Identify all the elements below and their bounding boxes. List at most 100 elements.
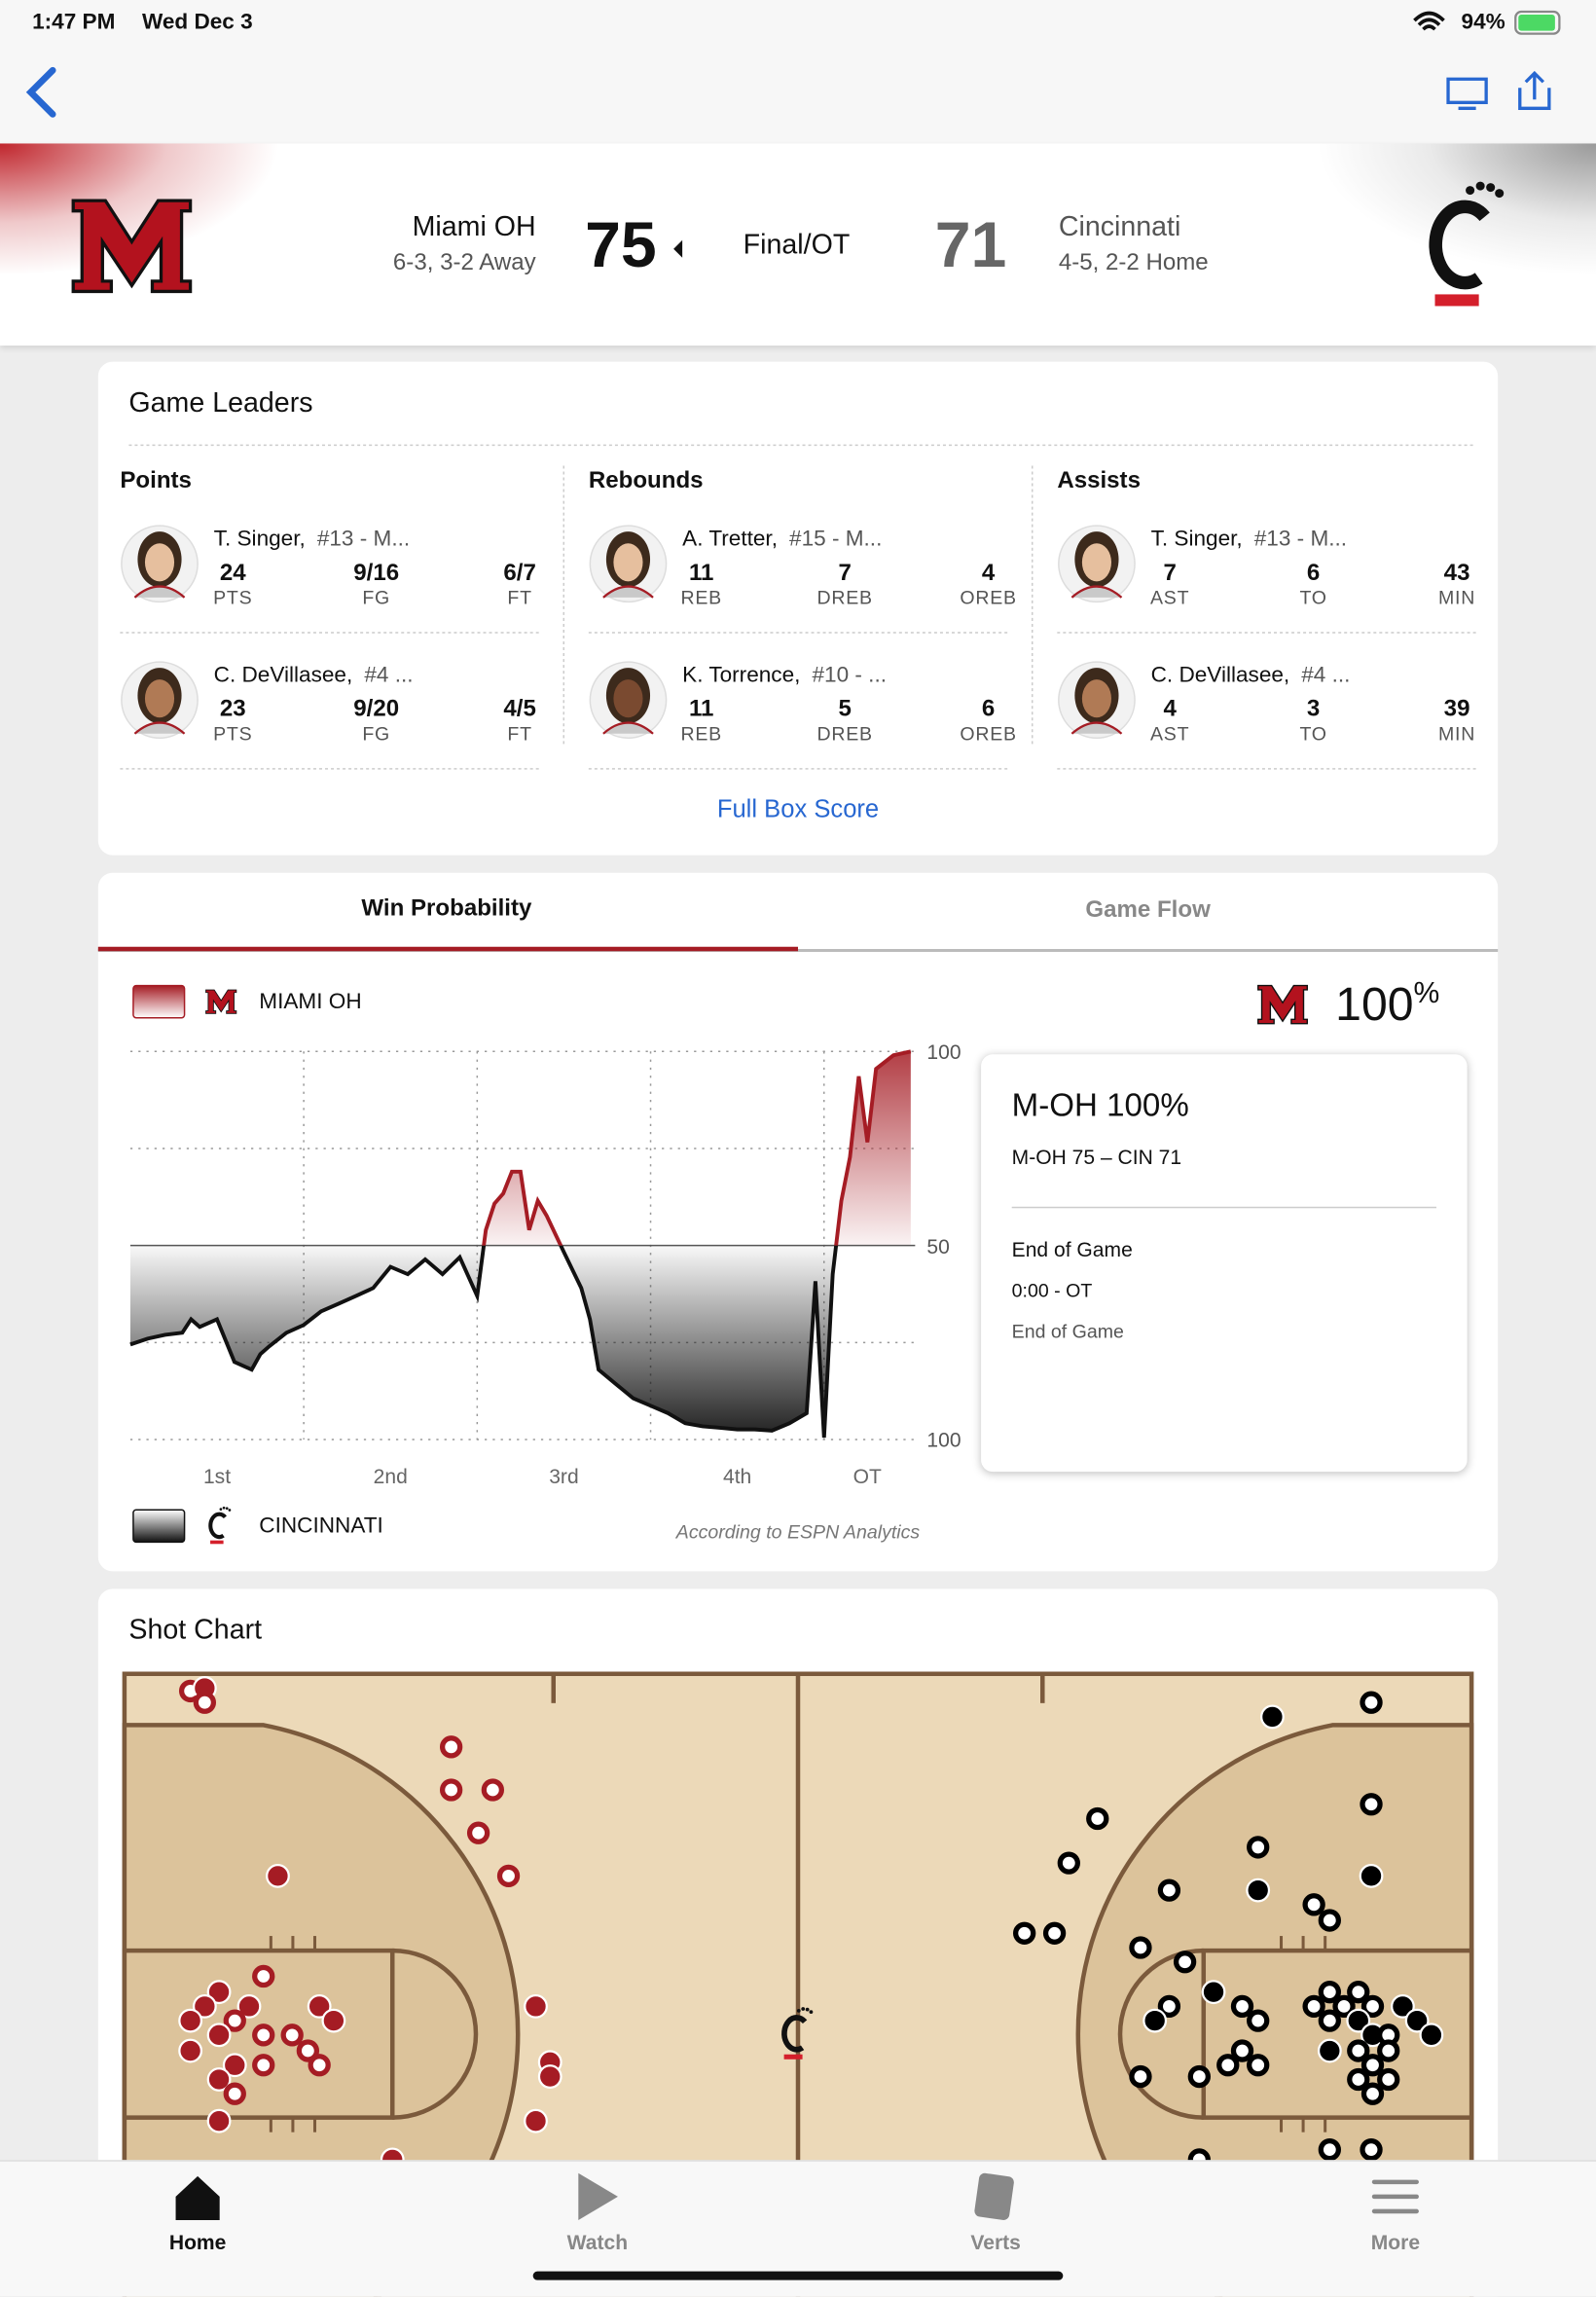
- shot-missed: [1360, 1691, 1383, 1714]
- shot-missed: [1377, 2039, 1400, 2062]
- stat-label: FT: [507, 586, 532, 609]
- shot-missed: [308, 2054, 331, 2077]
- stat-label: PTS: [213, 722, 253, 746]
- stat-label: AST: [1150, 722, 1190, 746]
- player-number: #10 - ...: [812, 662, 887, 688]
- player-name-row: A. Tretter, #15 - M...: [682, 527, 882, 552]
- shot-missed: [1360, 2054, 1385, 2077]
- leader-value: 100: [1335, 977, 1414, 1031]
- free-throw-arc: [392, 1948, 479, 2120]
- stat-value: 3: [1306, 697, 1321, 722]
- stat-label: OREB: [960, 722, 1017, 746]
- stat-value: 6/7: [503, 561, 536, 586]
- cincinnati-logo: [1429, 200, 1490, 290]
- winner-indicator: [673, 239, 683, 258]
- stat-value: 11: [688, 697, 714, 722]
- headshot-jersey: [133, 585, 186, 599]
- win-area-home: [129, 1245, 911, 1439]
- stat-label: MIN: [1438, 586, 1476, 609]
- leader-probability: 100%: [1335, 977, 1439, 1032]
- headshot-jersey: [1070, 721, 1123, 735]
- stat-value: 4/5: [503, 697, 536, 722]
- cincinnati-logo-bar: [783, 2054, 803, 2060]
- shot-missed: [1318, 2009, 1341, 2032]
- shot-made: [1317, 2038, 1342, 2063]
- tab[interactable]: Game Flow: [1085, 897, 1211, 923]
- player-number: #4 ...: [1301, 662, 1351, 688]
- tab-bar-item[interactable]: Verts: [970, 2230, 1021, 2254]
- section-title: Shot Chart: [128, 1615, 263, 1647]
- cincinnati-logo-bar: [210, 1540, 224, 1545]
- stat-value: 6: [1306, 561, 1321, 586]
- back-hit[interactable]: [15, 58, 73, 126]
- shot-missed: [1302, 1893, 1325, 1916]
- shot-missed: [280, 2024, 304, 2047]
- shot-missed: [1247, 2054, 1270, 2077]
- info-card: [981, 1054, 1468, 1473]
- shot-missed: [1129, 2064, 1152, 2089]
- y-tick-label: 100: [926, 1427, 961, 1452]
- y-tick-label: 100: [926, 1039, 961, 1064]
- win-line-home: [129, 1245, 839, 1439]
- away-name: Miami OH: [412, 212, 536, 243]
- miami-logo: [71, 199, 193, 294]
- headshot-face: [1081, 543, 1111, 582]
- player-name: K. Torrence,: [682, 662, 801, 688]
- y-tick-label: 50: [926, 1233, 950, 1258]
- wifi-icon: [1413, 11, 1445, 31]
- stat-value: 4: [1163, 697, 1177, 722]
- stat-value: 5: [838, 697, 852, 722]
- shot-missed: [1129, 1936, 1152, 1959]
- top-bar: [0, 0, 1596, 144]
- tab[interactable]: Win Probability: [361, 895, 532, 922]
- stat-label: DREB: [816, 722, 873, 746]
- miami-logo: [1257, 984, 1308, 1025]
- home-name: Cincinnati: [1058, 212, 1181, 243]
- stat-value: 7: [838, 561, 852, 586]
- shot-missed: [296, 2039, 320, 2062]
- column-title: Rebounds: [588, 468, 704, 494]
- box-score-link[interactable]: Full Box Score: [716, 794, 880, 823]
- cincinnati-logo-bar: [1434, 294, 1479, 307]
- column-title: Assists: [1057, 468, 1141, 494]
- battery-level: 94%: [1461, 9, 1505, 35]
- shot-missed: [1216, 2054, 1240, 2077]
- player-name: C. DeVillasee,: [1150, 662, 1290, 688]
- stat-value: 7: [1163, 561, 1177, 586]
- stat-value: 11: [688, 561, 714, 586]
- stat-label: FT: [507, 722, 532, 746]
- headshot-face: [613, 543, 643, 582]
- shot-made: [192, 1993, 217, 2019]
- shot-missed: [1360, 2137, 1383, 2162]
- stat-value: 43: [1443, 561, 1470, 586]
- x-tick-label: 4th: [722, 1464, 752, 1488]
- cincinnati-logo: [208, 1512, 227, 1540]
- shot-missed: [1173, 1951, 1197, 1974]
- shot-missed: [1347, 2039, 1370, 2062]
- shot-missed: [496, 1864, 521, 1888]
- x-tick-label: OT: [852, 1464, 882, 1488]
- shot-missed: [252, 2024, 275, 2047]
- home-score: 71: [934, 209, 1007, 281]
- section-title: Game Leaders: [128, 387, 313, 419]
- stat-label: PTS: [213, 586, 253, 609]
- shot-missed: [1157, 1994, 1181, 2019]
- tab-bar-item[interactable]: Home: [168, 2230, 227, 2254]
- stat-value: 23: [219, 697, 246, 722]
- player-name: A. Tretter,: [682, 526, 778, 552]
- cincinnati-logo-paw: [801, 2007, 806, 2011]
- player-number: #4 ...: [364, 662, 414, 688]
- shot-missed: [1187, 2064, 1211, 2089]
- shot-missed: [1042, 1921, 1067, 1945]
- shot-made: [1391, 1993, 1415, 2019]
- tab-bar-item[interactable]: Watch: [566, 2230, 629, 2254]
- shot-missed: [1360, 1994, 1385, 2019]
- status-date: Wed Dec 3: [141, 9, 253, 35]
- cincinnati-logo-paw: [1466, 186, 1475, 196]
- player-number: #13 - M...: [316, 526, 411, 552]
- info-score: M-OH 75 – CIN 71: [1011, 1145, 1182, 1169]
- stat-value: 9/16: [353, 561, 400, 586]
- shot-made: [1346, 2008, 1371, 2033]
- tab-bar-item[interactable]: More: [1370, 2230, 1421, 2254]
- shot-missed: [1318, 1980, 1341, 2004]
